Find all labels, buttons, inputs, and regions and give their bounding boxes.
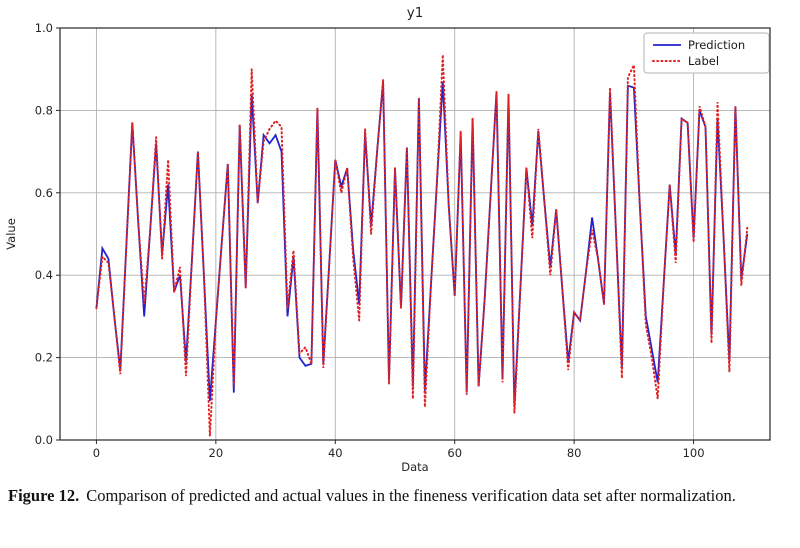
figure-caption: Figure 12. Comparison of predicted and ac… bbox=[8, 484, 790, 508]
legend-box bbox=[643, 32, 770, 74]
x-tick-label: 40 bbox=[328, 446, 343, 460]
y-tick-label: 0.4 bbox=[35, 268, 53, 282]
legend-label-label: Label bbox=[688, 54, 719, 68]
line-chart: 0 20 40 60 80 100 0.0 0.2 0.4 0.6 0.8 1.0 Predictio… bbox=[4, 5, 771, 474]
x-tick-label: 80 bbox=[567, 446, 582, 460]
legend: Prediction Label bbox=[643, 32, 770, 74]
x-axis-label: Data bbox=[401, 460, 428, 474]
x-tick-label: 60 bbox=[447, 446, 462, 460]
y-tick-label: 1.0 bbox=[35, 21, 53, 35]
figure-caption-text: Comparison of predicted and actual value… bbox=[86, 486, 736, 505]
chart-title: y1 bbox=[407, 5, 424, 21]
y-tick-label: 0.0 bbox=[35, 433, 53, 447]
x-tick-label: 100 bbox=[683, 446, 705, 460]
grid-lines bbox=[60, 28, 770, 440]
figure-caption-label: Figure 12. bbox=[8, 486, 80, 505]
y-tick-label: 0.6 bbox=[35, 186, 53, 200]
series-label-line bbox=[95, 54, 749, 436]
y-tick-label: 0.2 bbox=[35, 351, 53, 365]
plot-border bbox=[59, 27, 771, 441]
axis-ticks: 0 20 40 60 80 100 0.0 0.2 0.4 0.6 0.8 1.0 bbox=[35, 21, 705, 460]
y-axis-label: Value bbox=[4, 218, 18, 250]
x-tick-label: 0 bbox=[93, 446, 100, 460]
figure-chart: 0 20 40 60 80 100 0.0 0.2 0.4 0.6 0.8 1.0 Predictio… bbox=[4, 5, 771, 474]
x-tick-label: 20 bbox=[209, 446, 224, 460]
data-series bbox=[95, 54, 749, 436]
y-tick-label: 0.8 bbox=[35, 103, 53, 117]
legend-prediction-label: Prediction bbox=[688, 38, 745, 52]
